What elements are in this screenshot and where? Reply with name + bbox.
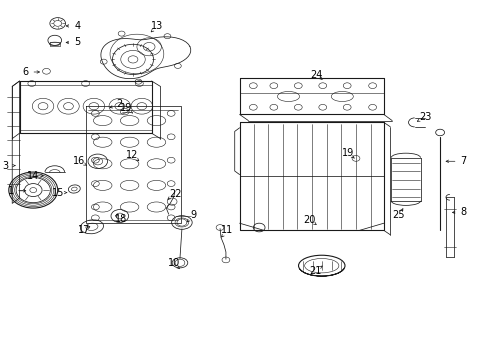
Text: 11: 11 [221,225,233,235]
Text: 18: 18 [115,214,127,224]
Text: 19: 19 [120,103,132,113]
Text: 17: 17 [78,225,90,235]
Text: 16: 16 [73,156,85,166]
Text: 25: 25 [391,210,404,220]
Text: 5: 5 [74,37,80,48]
Text: 2: 2 [117,99,122,109]
Text: 24: 24 [310,70,323,80]
Text: 21: 21 [308,266,321,276]
Text: 13: 13 [151,21,163,31]
Text: 14: 14 [27,171,40,181]
Text: 12: 12 [125,150,138,160]
Text: 15: 15 [51,188,64,198]
Text: 3: 3 [3,161,9,171]
Text: 20: 20 [302,215,315,225]
Text: 8: 8 [460,207,466,217]
Text: 22: 22 [168,189,181,199]
Text: 4: 4 [74,21,80,31]
Text: 19: 19 [341,148,354,158]
Text: 10: 10 [167,258,180,268]
Text: 23: 23 [418,112,431,122]
Text: 7: 7 [460,156,466,166]
Text: 1: 1 [8,186,14,196]
Text: 6: 6 [22,67,28,77]
Text: 9: 9 [190,210,196,220]
